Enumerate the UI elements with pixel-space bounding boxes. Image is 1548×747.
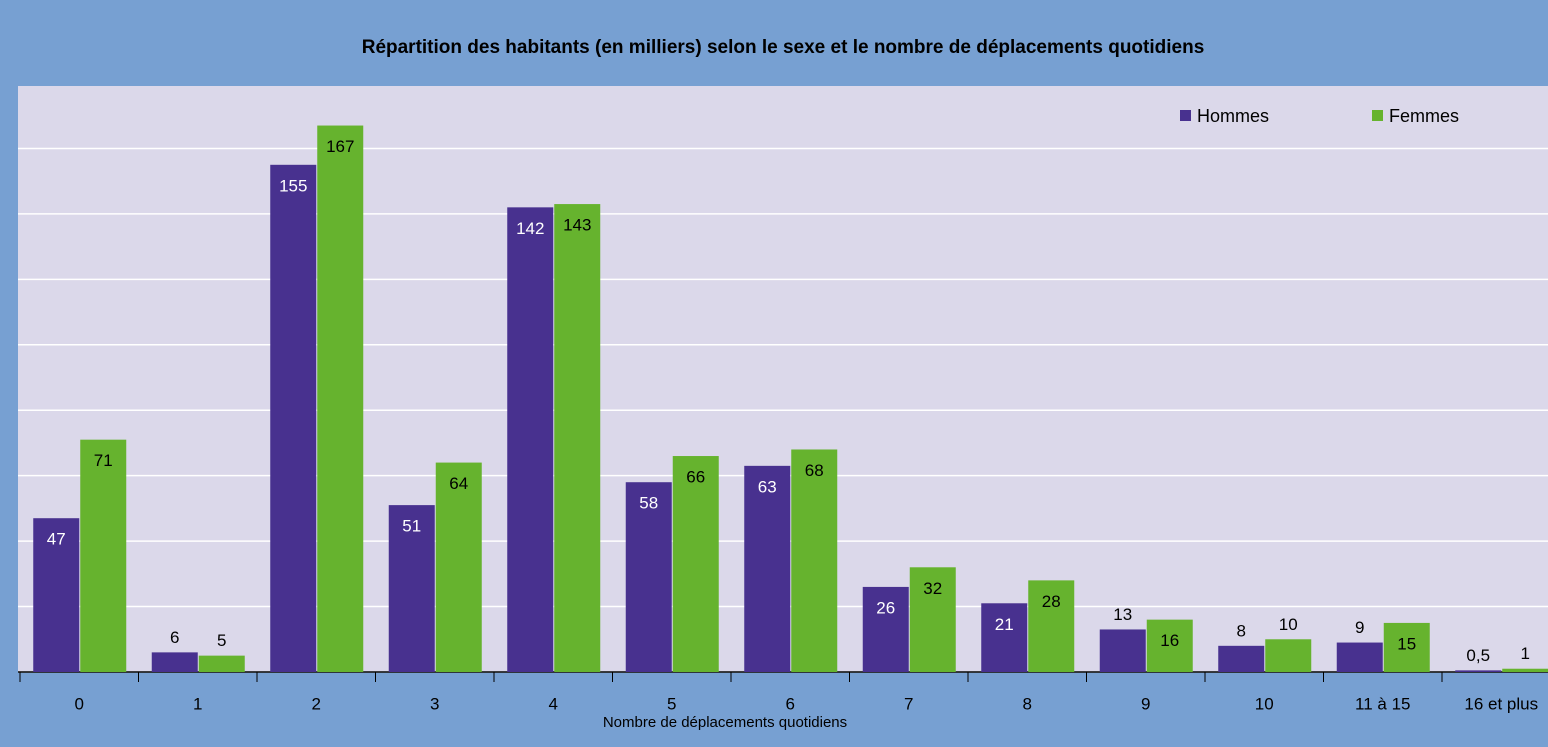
x-tick-label: 6: [786, 694, 795, 713]
data-label: 51: [402, 517, 421, 536]
bar: [625, 482, 672, 672]
bar: [981, 603, 1028, 672]
legend-label: Femmes: [1389, 106, 1459, 126]
data-label: 21: [995, 615, 1014, 634]
bar: [1218, 645, 1265, 672]
x-tick-label: 0: [75, 694, 84, 713]
bar: [1099, 629, 1146, 672]
data-label: 58: [639, 494, 658, 513]
x-tick-label: 3: [430, 694, 439, 713]
chart-title: Répartition des habitants (en milliers) …: [362, 37, 1205, 58]
bar: [744, 465, 791, 672]
data-label: 32: [923, 579, 942, 598]
data-label: 26: [876, 598, 895, 617]
bar: [198, 655, 245, 672]
x-axis-title: Nombre de déplacements quotidiens: [603, 714, 847, 731]
data-label: 6: [170, 628, 179, 647]
bar: [862, 586, 909, 672]
data-label: 1: [1521, 644, 1530, 663]
x-tick-label: 8: [1023, 694, 1032, 713]
data-label: 8: [1237, 621, 1246, 640]
legend-swatch: [1372, 110, 1383, 121]
data-label: 0,5: [1466, 646, 1490, 665]
bar: [1455, 670, 1502, 672]
data-label: 142: [516, 219, 544, 238]
bar: [435, 462, 482, 672]
x-tick-label: 9: [1141, 694, 1150, 713]
bar: [1336, 642, 1383, 672]
data-label: 13: [1113, 605, 1132, 624]
legend-swatch: [1180, 110, 1191, 121]
data-label: 64: [449, 474, 468, 493]
x-tick-label: 16 et plus: [1464, 694, 1538, 713]
data-label: 28: [1042, 592, 1061, 611]
x-tick-label: 2: [312, 694, 321, 713]
data-label: 5: [217, 631, 226, 650]
data-label: 16: [1160, 631, 1179, 650]
bar: [33, 518, 80, 672]
data-label: 143: [563, 216, 591, 235]
data-label: 155: [279, 176, 307, 195]
data-label: 66: [686, 468, 705, 487]
bar: [151, 652, 198, 672]
x-tick-label: 1: [193, 694, 202, 713]
bar: [791, 449, 838, 672]
bar: [317, 125, 364, 673]
data-label: 167: [326, 137, 354, 156]
data-label: 15: [1397, 634, 1416, 653]
bar: [554, 204, 601, 673]
data-label: 10: [1279, 615, 1298, 634]
bar: [1383, 622, 1430, 672]
bar: [672, 456, 719, 672]
bar: [1028, 580, 1075, 672]
x-tick-label: 4: [549, 694, 558, 713]
data-label: 47: [47, 530, 66, 549]
data-label: 68: [805, 461, 824, 480]
bar: [270, 164, 317, 673]
x-tick-label: 10: [1255, 694, 1274, 713]
bar: [1146, 619, 1193, 672]
bar: [507, 207, 554, 672]
x-tick-label: 7: [904, 694, 913, 713]
bar: [909, 567, 956, 672]
legend-label: Hommes: [1197, 106, 1269, 126]
bar: [80, 439, 127, 672]
bar: [388, 505, 435, 672]
data-label: 71: [94, 451, 113, 470]
data-label: 9: [1355, 618, 1364, 637]
x-tick-label: 5: [667, 694, 676, 713]
bar: [1265, 639, 1312, 672]
bar: [1502, 668, 1548, 672]
data-label: 63: [758, 477, 777, 496]
x-tick-label: 11 à 15: [1355, 694, 1410, 713]
